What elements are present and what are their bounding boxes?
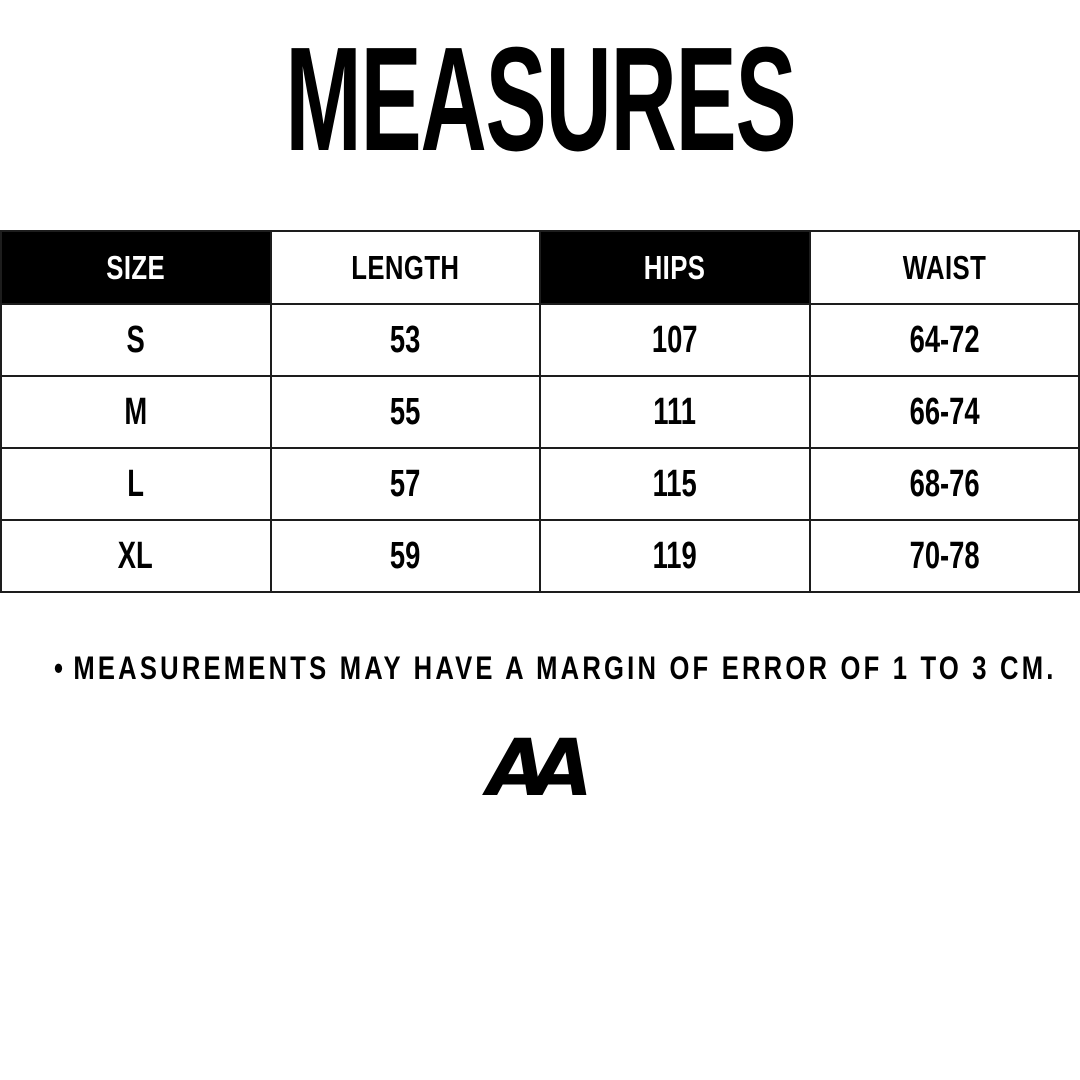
- disclaimer-text: MEASUREMENTS MAY HAVE A MARGIN OF ERROR …: [73, 650, 1057, 686]
- length-value: 59: [390, 534, 421, 577]
- waist-value: 68-76: [909, 462, 980, 505]
- table-header-row: SIZE LENGTH HIPS WAIST: [0, 230, 1080, 305]
- hips-cell: 119: [539, 519, 811, 593]
- waist-cell: 66-74: [808, 375, 1080, 449]
- size-value: L: [127, 462, 145, 505]
- hips-value: 111: [653, 390, 697, 433]
- waist-value: 64-72: [909, 318, 980, 361]
- column-header-size: SIZE: [0, 230, 272, 305]
- measurements-table: SIZE LENGTH HIPS WAIST S 53 107 64-72 M …: [0, 230, 1080, 593]
- hips-value: 115: [652, 462, 697, 505]
- hips-value: 107: [651, 318, 698, 361]
- length-cell: 59: [269, 519, 541, 593]
- length-cell: 53: [269, 303, 541, 377]
- size-value: M: [124, 390, 148, 433]
- table-row: L 57 115 68-76: [0, 447, 1080, 521]
- disclaimer-note: • MEASUREMENTS MAY HAVE A MARGIN OF ERROR…: [54, 649, 1057, 687]
- column-header-hips-label: HIPS: [643, 248, 706, 286]
- size-cell: M: [0, 375, 272, 449]
- table-row: XL 59 119 70-78: [0, 519, 1080, 593]
- page-header: MEASURES: [0, 26, 1080, 174]
- length-cell: 57: [269, 447, 541, 521]
- length-value: 57: [390, 462, 421, 505]
- hips-cell: 115: [539, 447, 811, 521]
- waist-cell: 68-76: [808, 447, 1080, 521]
- column-header-size-label: SIZE: [106, 248, 166, 286]
- length-cell: 55: [269, 375, 541, 449]
- column-header-length: LENGTH: [269, 230, 541, 305]
- size-cell: XL: [0, 519, 272, 593]
- column-header-waist: WAIST: [808, 230, 1080, 305]
- column-header-hips: HIPS: [539, 230, 811, 305]
- table-row: M 55 111 66-74: [0, 375, 1080, 449]
- page-title: MEASURES: [284, 17, 796, 182]
- waist-value: 70-78: [909, 534, 980, 577]
- waist-value: 66-74: [909, 390, 980, 433]
- column-header-waist-label: WAIST: [902, 248, 986, 286]
- size-value: XL: [118, 534, 154, 577]
- column-header-length-label: LENGTH: [351, 248, 460, 286]
- size-cell: S: [0, 303, 272, 377]
- length-value: 55: [390, 390, 421, 433]
- size-cell: L: [0, 447, 272, 521]
- hips-cell: 107: [539, 303, 811, 377]
- waist-cell: 64-72: [808, 303, 1080, 377]
- hips-cell: 111: [539, 375, 811, 449]
- table-row: S 53 107 64-72: [0, 303, 1080, 377]
- brand-logo-aa: AA: [487, 724, 593, 814]
- length-value: 53: [390, 318, 421, 361]
- bullet-icon: •: [54, 650, 63, 686]
- waist-cell: 70-78: [808, 519, 1080, 593]
- size-value: S: [126, 318, 145, 361]
- hips-value: 119: [652, 534, 697, 577]
